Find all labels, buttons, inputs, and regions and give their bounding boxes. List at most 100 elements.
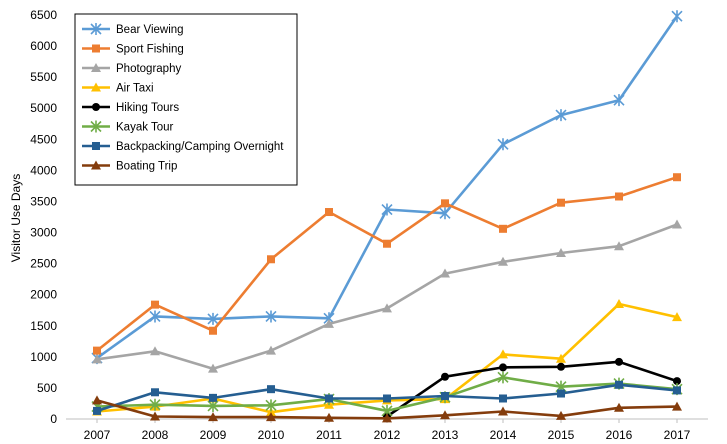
data-point-photography: [208, 363, 218, 373]
data-point-sport-fishing: [383, 239, 391, 248]
data-point-sport-fishing: [441, 199, 449, 208]
data-point-kayak-tour: [497, 371, 509, 384]
data-point-sport-fishing: [93, 346, 101, 355]
data-point-hiking-tours: [615, 357, 623, 366]
y-tick-label: 500: [37, 381, 57, 395]
y-tick-label: 2500: [30, 257, 57, 271]
legend-marker: [92, 103, 100, 111]
legend: Bear Viewing Sport Fishing Photography Air …: [74, 13, 298, 186]
legend-label: Kayak Tour: [116, 122, 173, 134]
legend-item-photography: Photography: [82, 63, 181, 75]
x-tick-label: 2009: [200, 428, 227, 442]
data-point-sport-fishing: [557, 198, 565, 207]
series-sport-fishing: [93, 173, 681, 355]
x-tick-label: 2013: [432, 428, 459, 442]
y-tick-label: 0: [50, 412, 57, 426]
data-point-sport-fishing: [151, 300, 159, 309]
series-line-hiking-tours: [386, 360, 678, 418]
data-point-photography: [324, 318, 334, 328]
data-point-photography: [498, 256, 508, 266]
data-point-sport-fishing: [499, 224, 507, 233]
legend-label: Bear Viewing: [116, 24, 184, 36]
x-tick-label: 2008: [142, 428, 169, 442]
data-point-hiking-tours: [499, 363, 507, 372]
y-axis-title: Visitor Use Days: [9, 174, 23, 262]
data-point-boating-trip: [382, 413, 392, 423]
legend-label: Air Taxi: [116, 83, 154, 95]
x-tick-label: 2012: [374, 428, 401, 442]
data-point-sport-fishing: [325, 208, 333, 217]
data-point-air-taxi: [672, 312, 682, 322]
series-hiking-tours: [383, 357, 681, 421]
data-point-boating-trip: [672, 401, 682, 411]
data-point-sport-fishing: [267, 255, 275, 264]
data-point-kayak-tour: [265, 399, 277, 412]
data-point-bear-viewing: [439, 207, 451, 220]
x-axis-ticks: 2007 2008 2009 2010 2011 2012 2013 2014 2015 2016…: [84, 419, 691, 442]
x-tick-label: 2014: [490, 428, 517, 442]
data-point-kayak-tour: [149, 398, 161, 411]
data-point-photography: [672, 219, 682, 229]
data-point-boating-trip: [92, 395, 102, 405]
y-tick-label: 6500: [30, 8, 57, 22]
data-point-bear-viewing: [381, 203, 393, 216]
y-tick-label: 1000: [30, 350, 57, 364]
y-tick-label: 5500: [30, 70, 57, 84]
legend-marker: [92, 142, 100, 150]
data-point-backpacking-camping-overnight: [151, 388, 159, 397]
data-point-backpacking-camping-overnight: [383, 394, 391, 403]
y-tick-label: 2000: [30, 288, 57, 302]
legend-item-sport-fishing: Sport Fishing: [82, 44, 184, 56]
series-layer: [91, 10, 683, 423]
legend-item-hiking-tours: Hiking Tours: [82, 102, 179, 114]
data-point-boating-trip: [208, 412, 218, 422]
data-point-boating-trip: [556, 410, 566, 420]
legend-label: Sport Fishing: [116, 44, 184, 56]
legend-marker: [92, 44, 100, 53]
legend-marker: [91, 82, 101, 92]
legend-label: Backpacking/Camping Overnight: [116, 141, 284, 153]
data-point-air-taxi: [556, 353, 566, 363]
data-point-backpacking-camping-overnight: [615, 380, 623, 389]
data-point-photography: [614, 241, 624, 251]
series-backpacking-camping-overnight: [93, 380, 681, 415]
data-point-hiking-tours: [441, 372, 449, 381]
y-tick-label: 4000: [30, 163, 57, 177]
data-point-sport-fishing: [209, 326, 217, 335]
data-point-bear-viewing: [555, 109, 567, 122]
legend-label: Boating Trip: [116, 161, 177, 173]
data-point-boating-trip: [150, 411, 160, 421]
legend-item-boating-trip: Boating Trip: [82, 160, 177, 173]
y-axis-ticks: 0 500 1000 1500 2000 2500 3000 3500 4000 4500 5000…: [30, 8, 57, 426]
y-tick-label: 4500: [30, 132, 57, 146]
data-point-photography: [266, 345, 276, 355]
legend-marker: [90, 23, 102, 35]
y-tick-label: 1500: [30, 319, 57, 333]
legend-item-air-taxi: Air Taxi: [82, 82, 154, 95]
data-point-bear-viewing: [671, 10, 683, 23]
data-point-backpacking-camping-overnight: [209, 393, 217, 402]
data-point-hiking-tours: [557, 362, 565, 371]
data-point-photography: [92, 354, 102, 364]
y-tick-label: 3500: [30, 194, 57, 208]
data-point-backpacking-camping-overnight: [93, 406, 101, 415]
data-point-photography: [556, 248, 566, 258]
legend-marker: [91, 63, 101, 72]
series-photography: [92, 219, 682, 373]
legend-item-bear-viewing: Bear Viewing: [82, 23, 184, 36]
data-point-photography: [440, 268, 450, 278]
legend-item-kayak-tour: Kayak Tour: [82, 120, 173, 134]
legend-label: Photography: [116, 63, 181, 75]
data-point-sport-fishing: [615, 192, 623, 201]
data-point-bear-viewing: [149, 310, 161, 323]
data-point-kayak-tour: [207, 399, 219, 412]
data-point-bear-viewing: [613, 94, 625, 107]
legend-item-backpacking-camping-overnight: Backpacking/Camping Overnight: [82, 141, 284, 153]
data-point-backpacking-camping-overnight: [441, 392, 449, 401]
y-tick-label: 3000: [30, 226, 57, 240]
data-point-air-taxi: [498, 349, 508, 359]
y-tick-label: 6000: [30, 39, 57, 53]
data-point-boating-trip: [440, 410, 450, 420]
series-line-sport-fishing: [96, 175, 678, 352]
